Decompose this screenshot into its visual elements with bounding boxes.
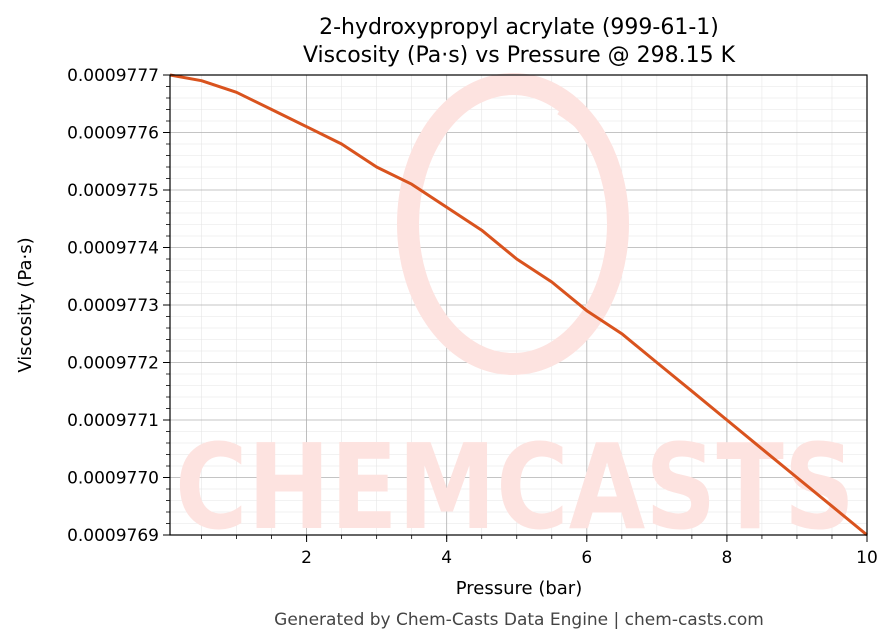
x-tick-label: 2 <box>301 548 312 568</box>
x-tick-label: 8 <box>721 548 732 568</box>
y-tick-label: 0.0009775 <box>67 181 159 201</box>
y-tick-label: 0.0009774 <box>67 239 159 259</box>
y-tick-label: 0.0009770 <box>67 469 159 489</box>
y-tick-label: 0.0009777 <box>67 66 159 86</box>
footer-credit: Generated by Chem-Casts Data Engine | ch… <box>274 610 764 630</box>
x-axis-label: Pressure (bar) <box>456 578 582 599</box>
y-tick-label: 0.0009776 <box>67 124 159 144</box>
y-axis-ticks: 0.0009769 0.0009770 0.0009771 0.0009772 0.00… <box>67 66 170 546</box>
watermark-logo: CHEMCASTS <box>175 73 855 556</box>
y-tick-label: 0.0009772 <box>67 354 159 374</box>
y-tick-label: 0.0009769 <box>67 526 159 546</box>
x-axis-ticks: 2 4 6 8 10 <box>201 535 878 568</box>
x-tick-label: 4 <box>441 548 452 568</box>
y-axis-label: Viscosity (Pa·s) <box>15 237 36 372</box>
chart-title-line1: 2-hydroxypropyl acrylate (999-61-1) <box>319 15 719 40</box>
chart-title-line2: Viscosity (Pa·s) vs Pressure @ 298.15 K <box>303 43 736 68</box>
watermark-text: CHEMCASTS <box>175 418 855 556</box>
x-tick-label: 10 <box>856 548 878 568</box>
x-tick-label: 6 <box>581 548 592 568</box>
y-tick-label: 0.0009771 <box>67 411 159 431</box>
plot-area: CHEMCASTS <box>169 73 868 556</box>
y-tick-label: 0.0009773 <box>67 296 159 316</box>
series-line <box>169 73 868 537</box>
watermark-swoosh <box>557 105 624 262</box>
